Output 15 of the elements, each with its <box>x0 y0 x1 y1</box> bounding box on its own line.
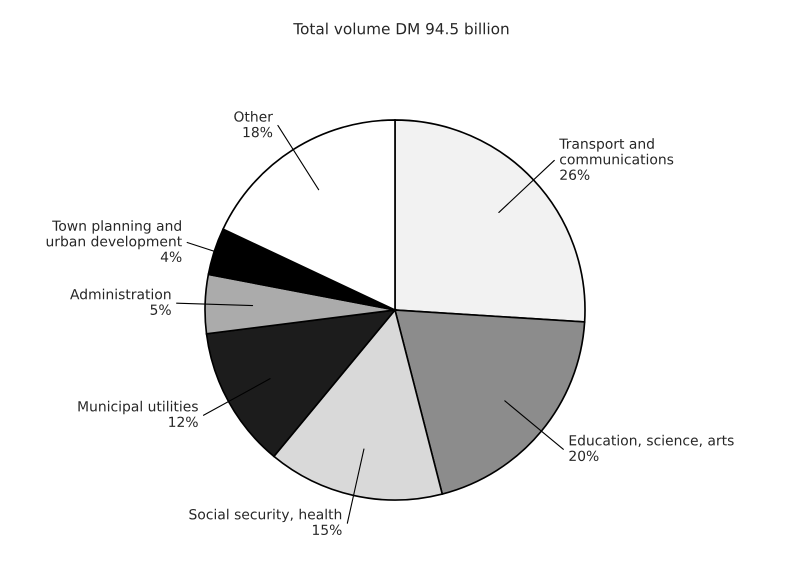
slice-label: Municipal utilities <box>78 400 198 414</box>
data-label: 18% <box>244 126 272 138</box>
data-label: 15% <box>312 524 342 536</box>
slice-label: Town planning and urban development <box>46 220 182 250</box>
data-label: 20% <box>569 450 598 462</box>
data-label: 26% <box>560 170 590 180</box>
slice-label: Administration <box>70 288 170 300</box>
chart-title: Total volume DM 94.5 billion <box>293 22 508 34</box>
data-label: 12% <box>169 416 198 428</box>
data-label: 4% <box>160 252 182 262</box>
slice-label: Other <box>234 111 273 122</box>
slice-label: Education, science, arts <box>570 434 734 447</box>
data-label: 5% <box>150 304 171 315</box>
slice-label: Social security, health <box>189 508 342 522</box>
slice-label: Transport and communications <box>559 138 674 164</box>
